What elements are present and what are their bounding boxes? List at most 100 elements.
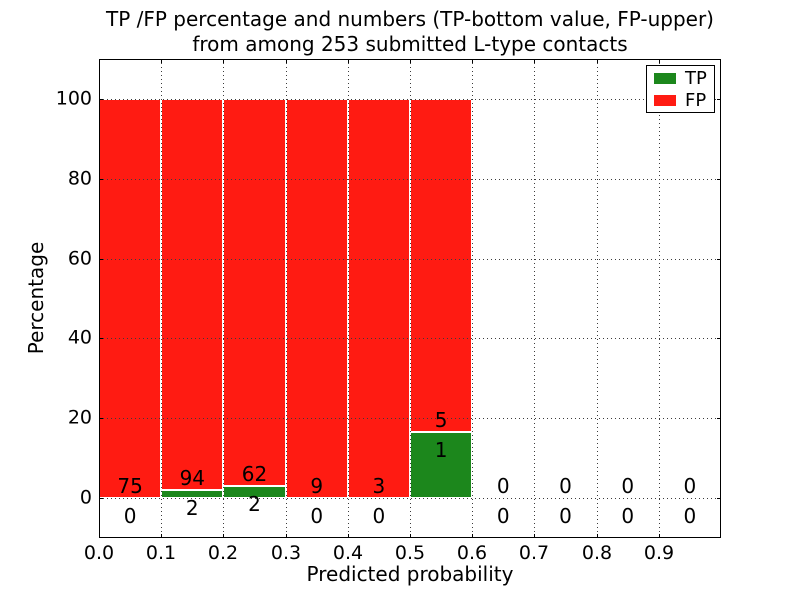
y-tick-right-5 [717, 99, 721, 100]
x-tick-top-4 [348, 59, 349, 63]
bar-fp-segment-5 [410, 98, 473, 432]
gridline-y-20 [99, 418, 721, 419]
y-tick-right-2 [717, 338, 721, 339]
fp-count-label-5: 5 [434, 407, 448, 432]
legend: TP FP [646, 65, 715, 113]
gridline-x-0.6 [472, 59, 473, 538]
y-tick-label-1: 20 [67, 406, 92, 429]
gridline-x-0.7 [534, 59, 535, 538]
y-tick-left-1 [99, 418, 103, 419]
fp-count-label-1: 94 [179, 465, 206, 490]
gridline-x-0.9 [659, 59, 660, 538]
x-tick-top-6 [472, 59, 473, 63]
legend-label-fp: FP [685, 89, 707, 111]
x-tick-bottom-5 [410, 534, 411, 538]
fp-count-label-7: 0 [559, 474, 572, 499]
legend-row-fp: FP [654, 91, 707, 110]
fp-count-label-2: 62 [241, 461, 268, 486]
y-tick-left-5 [99, 99, 103, 100]
x-tick-bottom-8 [597, 534, 598, 538]
y-tick-right-1 [717, 418, 721, 419]
tp-count-label-7: 0 [559, 504, 572, 529]
legend-swatch-tp [654, 72, 676, 84]
tp-count-label-4: 0 [372, 504, 386, 529]
gridline-x-0.1 [161, 59, 162, 538]
fp-count-label-8: 0 [621, 474, 635, 499]
bar-fp-segment-2 [223, 98, 286, 486]
x-tick-top-5 [410, 59, 411, 63]
x-tick-label-0: 0.0 [83, 542, 115, 564]
x-tick-top-7 [534, 59, 535, 63]
x-tick-top-9 [659, 59, 660, 63]
x-tick-label-2: 0.2 [207, 542, 239, 564]
y-tick-label-3: 60 [67, 247, 92, 270]
x-tick-top-8 [597, 59, 598, 63]
gridline-x-0.3 [286, 59, 287, 538]
gridline-x-0.5 [410, 59, 411, 538]
gridline-x-0.8 [597, 59, 598, 538]
x-tick-label-5: 0.5 [394, 542, 426, 564]
chart-title-line1: TP /FP percentage and numbers (TP-bottom… [106, 7, 714, 31]
y-tick-label-4: 80 [67, 167, 92, 190]
bar-tp-segment-5 [410, 431, 473, 499]
x-axis-label: Predicted probability [306, 562, 514, 586]
x-tick-bottom-1 [161, 534, 162, 538]
gridline-y-100 [99, 99, 721, 100]
tp-count-label-1: 2 [185, 496, 199, 521]
legend-row-tp: TP [654, 69, 707, 88]
fp-count-label-9: 0 [683, 474, 697, 499]
tp-count-label-9: 0 [683, 504, 697, 529]
y-tick-label-0: 0 [79, 486, 92, 509]
x-tick-top-3 [286, 59, 287, 63]
gridline-y-40 [99, 338, 721, 339]
y-tick-left-4 [99, 179, 103, 180]
y-tick-left-3 [99, 259, 103, 260]
x-tick-label-4: 0.4 [332, 542, 364, 564]
x-tick-bottom-6 [472, 534, 473, 538]
tp-count-label-0: 0 [123, 504, 137, 529]
y-tick-right-4 [717, 179, 721, 180]
bar-fp-segment-0 [99, 98, 162, 499]
x-tick-bottom-7 [534, 534, 535, 538]
fp-count-label-4: 3 [372, 474, 386, 499]
gridline-y-60 [99, 259, 721, 260]
fp-count-label-0: 75 [117, 474, 143, 499]
chart-title-line2: from among 253 submitted L-type contacts [192, 32, 628, 56]
gridline-y-80 [99, 179, 721, 180]
x-tick-top-0 [99, 59, 100, 63]
x-tick-label-1: 0.1 [145, 542, 177, 564]
x-tick-top-1 [161, 59, 162, 63]
tp-count-label-3: 0 [310, 504, 324, 529]
x-tick-bottom-9 [659, 534, 660, 538]
x-tick-bottom-0 [99, 534, 100, 538]
x-tick-bottom-3 [286, 534, 287, 538]
y-tick-label-5: 100 [55, 87, 92, 110]
fp-count-label-6: 0 [496, 474, 510, 499]
bar-fp-segment-4 [347, 98, 410, 499]
legend-swatch-fp [654, 94, 676, 106]
y-tick-label-2: 40 [67, 326, 92, 349]
tp-count-label-2: 2 [248, 491, 261, 516]
x-tick-label-7: 0.7 [518, 542, 550, 564]
gridline-x-0.2 [223, 59, 224, 538]
y-tick-left-2 [99, 338, 103, 339]
chart-title: TP /FP percentage and numbers (TP-bottom… [99, 7, 721, 57]
y-tick-left-0 [99, 498, 103, 499]
x-tick-bottom-2 [223, 534, 224, 538]
x-tick-label-3: 0.3 [270, 542, 302, 564]
x-tick-top-2 [223, 59, 224, 63]
fp-count-label-3: 9 [310, 474, 324, 499]
x-tick-bottom-4 [348, 534, 349, 538]
tp-count-label-5: 1 [434, 437, 448, 462]
x-tick-label-8: 0.8 [581, 542, 613, 564]
bar-fp-segment-1 [161, 98, 224, 490]
bar-fp-segment-3 [285, 98, 348, 499]
y-tick-right-0 [717, 498, 721, 499]
tp-count-label-6: 0 [496, 504, 510, 529]
x-tick-label-9: 0.9 [643, 542, 675, 564]
x-tick-label-6: 0.6 [456, 542, 488, 564]
y-tick-right-3 [717, 259, 721, 260]
legend-label-tp: TP [685, 67, 707, 89]
tp-count-label-8: 0 [621, 504, 635, 529]
